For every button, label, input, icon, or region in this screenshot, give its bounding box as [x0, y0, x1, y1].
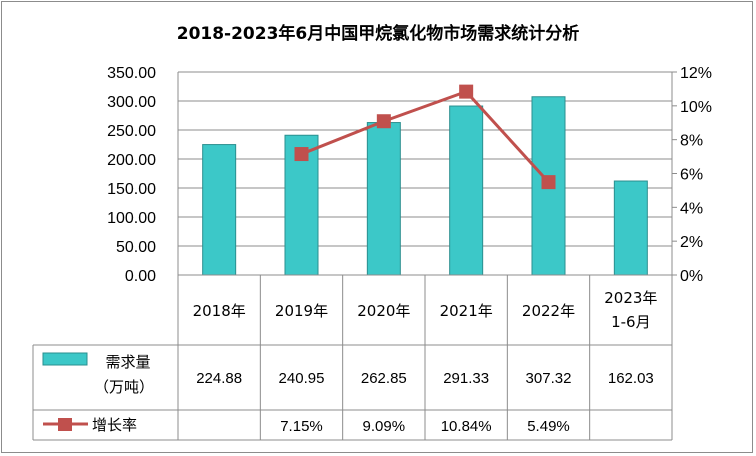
y-right-tick-label: 0% — [680, 268, 703, 285]
bar-value-label: 162.03 — [608, 370, 654, 387]
line-series — [294, 84, 556, 190]
bar-series — [202, 96, 648, 276]
category-label: 2022年 — [522, 302, 575, 320]
data-table: 2018年 2019年 2020年 2021年 2022年 2023年 1-6月 224.88… — [32, 274, 673, 441]
growth-value-label: 5.49% — [527, 418, 570, 435]
y-left-tick-label: 200.00 — [107, 152, 156, 169]
y-left-tick-label: 0.00 — [125, 268, 156, 285]
category-label: 2021年 — [440, 302, 493, 320]
y-right-tick-label: 10% — [680, 99, 712, 116]
growth-marker — [294, 147, 309, 162]
bar-value-label: 307.32 — [526, 370, 572, 387]
y-left-tick-label: 150.00 — [107, 181, 156, 198]
y-left-tick-label: 300.00 — [107, 94, 156, 111]
growth-line — [300, 89, 550, 184]
y-left-tick-label: 50.00 — [116, 239, 156, 256]
y-left-tick-label: 100.00 — [107, 210, 156, 227]
chart-title: 2018-2023年6月中国甲烷氯化物市场需求统计分析 — [177, 23, 580, 44]
legend-bar-swatch — [42, 352, 88, 366]
growth-value-label: 10.84% — [441, 418, 492, 435]
bar-value-label: 240.95 — [279, 370, 325, 387]
legend-bar-label: 需求量 — [105, 353, 150, 371]
y-right-tick-label: 4% — [680, 200, 703, 217]
y-left-tick-label: 250.00 — [107, 123, 156, 140]
y-right-tick-label: 8% — [680, 133, 703, 150]
category-label: 2023年 — [604, 289, 657, 307]
category-label: 2019年 — [275, 302, 328, 320]
category-label: 1-6月 — [611, 313, 651, 331]
y-right-tick-label: 12% — [680, 65, 712, 82]
bar — [449, 105, 484, 276]
gridlines — [177, 71, 673, 276]
y-axis-left: 0.00 50.00 100.00 150.00 200.00 250.00 300.00 3… — [107, 65, 156, 285]
growth-value-label: 7.15% — [280, 418, 323, 435]
bar — [613, 180, 648, 276]
bar-value-label: 291.33 — [443, 370, 489, 387]
bar — [202, 144, 237, 276]
y-left-tick-label: 350.00 — [107, 65, 156, 82]
y-right-tick-label: 6% — [680, 167, 703, 184]
legend-bar-label: （万吨） — [94, 378, 154, 396]
category-label: 2020年 — [357, 302, 410, 320]
legend-line-marker — [58, 418, 72, 431]
category-label: 2018年 — [193, 302, 246, 320]
bar-value-label: 224.88 — [196, 370, 242, 387]
growth-marker — [376, 114, 391, 129]
y-axis-right: 0% 2% 4% 6% 8% 10% 12% — [672, 65, 712, 285]
legend-line-label: 增长率 — [92, 416, 137, 434]
bar — [366, 122, 401, 276]
growth-marker — [541, 175, 556, 190]
growth-value-label: 9.09% — [363, 418, 406, 435]
growth-marker — [459, 84, 474, 99]
y-right-tick-label: 2% — [680, 234, 703, 251]
bar-value-label: 262.85 — [361, 370, 407, 387]
